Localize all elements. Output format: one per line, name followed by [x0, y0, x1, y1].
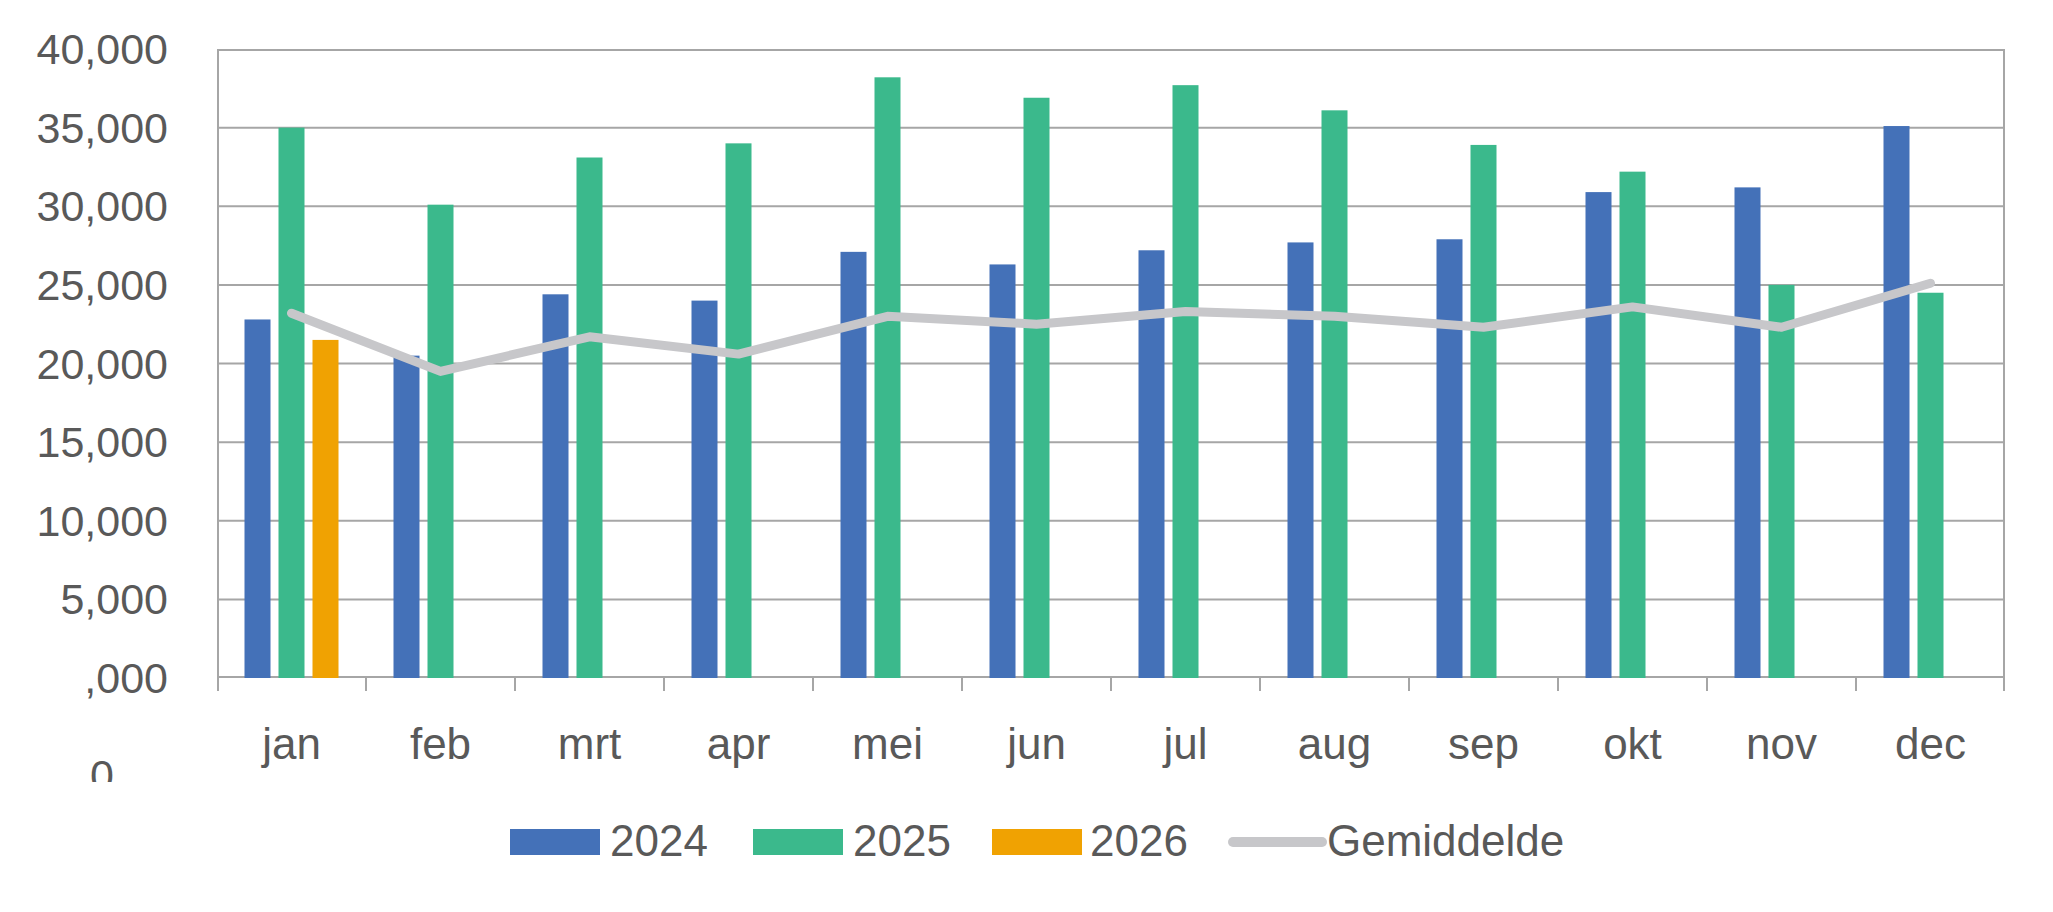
x-axis-label-feb: feb — [366, 718, 515, 770]
x-axis-label-aug: aug — [1260, 718, 1409, 770]
bar-2024-mei — [841, 252, 867, 678]
chart-canvas: 40,000 35,000 30,000 25,000 20,000 15,000 10,0… — [0, 0, 2053, 912]
bar-2025-nov — [1769, 285, 1795, 678]
plot-area — [217, 49, 2005, 692]
y-axis-stray-zero-label: 0 — [80, 752, 124, 782]
bar-2024-feb — [394, 356, 420, 678]
bar-2024-sep — [1437, 239, 1463, 678]
x-axis-label-nov: nov — [1707, 718, 1856, 770]
y-axis-label-5000: 5,000 — [0, 573, 168, 625]
legend-label-2025: 2025 — [853, 817, 951, 865]
bar-2025-okt — [1620, 172, 1646, 678]
y-axis-label-15000: 15,000 — [0, 416, 168, 468]
y-axis-label-35000: 35,000 — [0, 102, 168, 154]
x-axis-label-jan: jan — [217, 718, 366, 770]
bar-2025-jan — [279, 128, 305, 678]
bar-2024-apr — [692, 301, 718, 678]
bar-2024-dec — [1884, 126, 1910, 678]
line-gemiddelde — [292, 283, 1931, 371]
y-axis-label-20000: 20,000 — [0, 338, 168, 390]
legend-swatch-2025 — [753, 829, 843, 855]
x-axis-label-jun: jun — [962, 718, 1111, 770]
y-axis-label-000: ,000 — [0, 652, 168, 704]
bar-2025-mei — [875, 77, 901, 678]
bar-2025-sep — [1471, 145, 1497, 678]
bar-2024-jan — [245, 319, 271, 678]
legend-swatch-2024 — [510, 829, 600, 855]
legend-line-swatch-gemiddelde — [1228, 837, 1327, 847]
bar-2025-apr — [726, 143, 752, 678]
bar-2025-jul — [1173, 85, 1199, 678]
legend-label-2024: 2024 — [610, 817, 708, 865]
legend-swatch-2026 — [992, 829, 1082, 855]
y-axis-label-25000: 25,000 — [0, 259, 168, 311]
bar-2024-okt — [1586, 192, 1612, 678]
y-axis-label-40000: 40,000 — [0, 23, 168, 75]
legend-label-2026: 2026 — [1090, 817, 1188, 865]
y-axis-label-30000: 30,000 — [0, 180, 168, 232]
bar-2026-jan — [313, 340, 339, 678]
x-axis-label-okt: okt — [1558, 718, 1707, 770]
bar-2025-aug — [1322, 110, 1348, 678]
bar-2025-feb — [428, 205, 454, 678]
x-axis-label-apr: apr — [664, 718, 813, 770]
x-axis-label-dec: dec — [1856, 718, 2005, 770]
bar-2024-aug — [1288, 242, 1314, 678]
legend-label-gemiddelde: Gemiddelde — [1327, 817, 1564, 865]
y-axis-label-10000: 10,000 — [0, 495, 168, 547]
bar-2025-jun — [1024, 98, 1050, 678]
bar-2025-mrt — [577, 158, 603, 678]
bar-2024-nov — [1735, 187, 1761, 678]
x-axis-label-jul: jul — [1111, 718, 1260, 770]
x-axis-label-sep: sep — [1409, 718, 1558, 770]
x-axis-label-mrt: mrt — [515, 718, 664, 770]
bar-2025-dec — [1918, 293, 1944, 678]
bar-2024-mrt — [543, 294, 569, 678]
x-axis-label-mei: mei — [813, 718, 962, 770]
